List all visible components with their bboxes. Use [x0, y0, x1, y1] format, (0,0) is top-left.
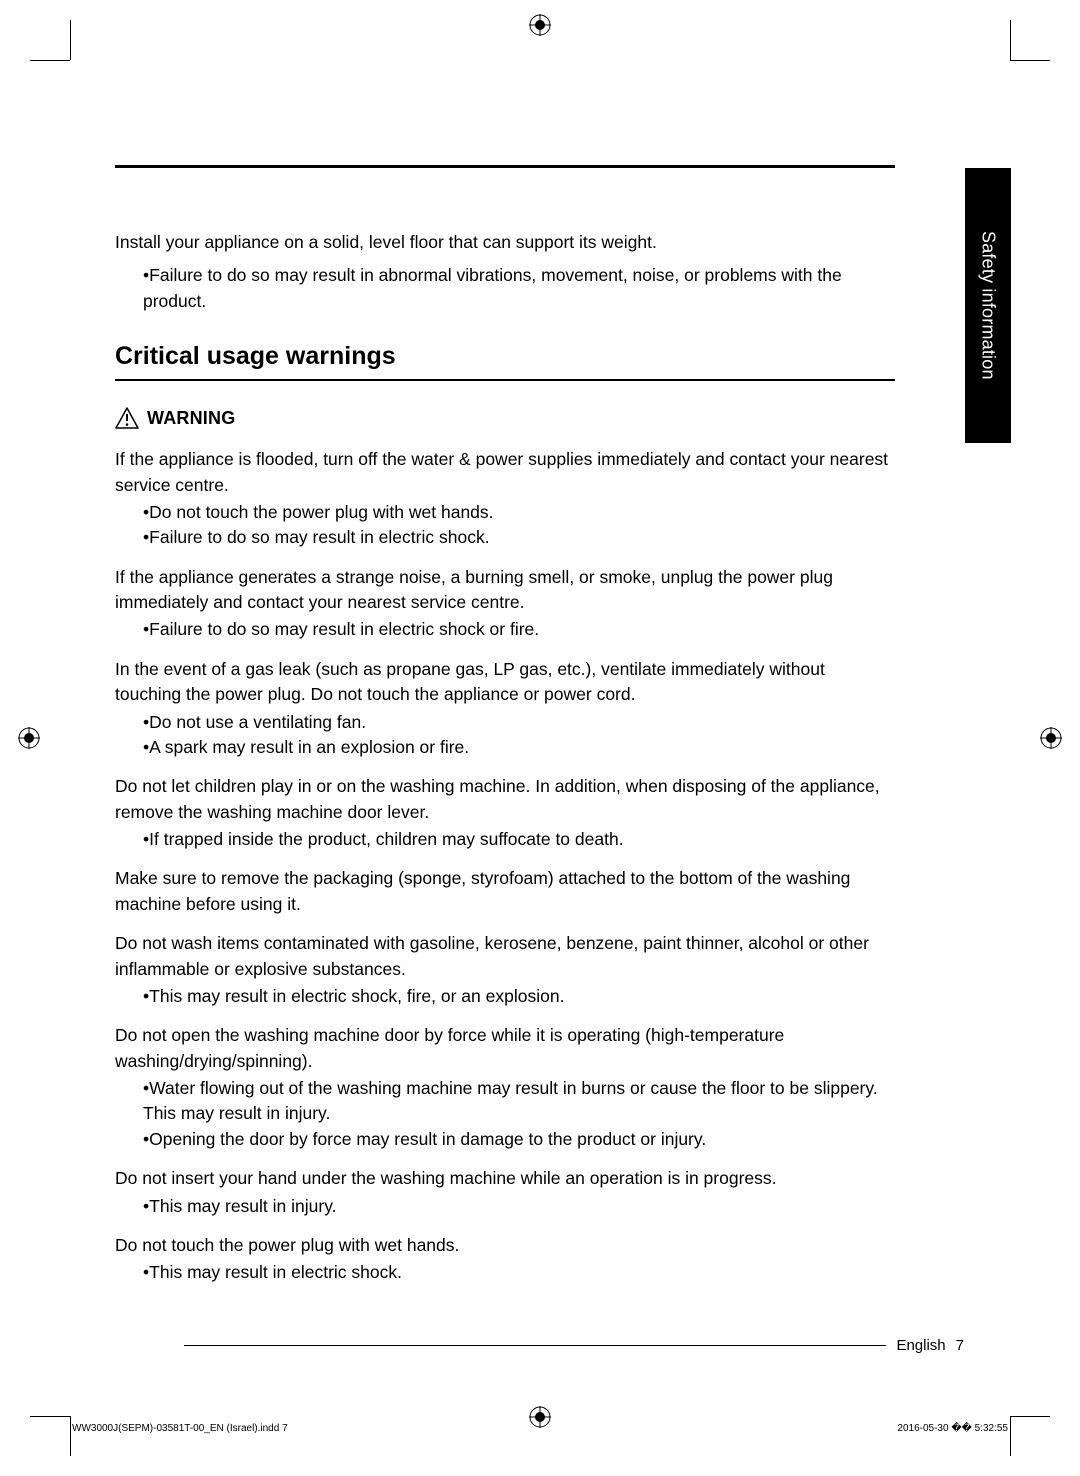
print-timestamp: 2016-05-30 �� 5:32:55: [897, 1423, 1008, 1434]
list-item: A spark may result in an explosion or fi…: [115, 735, 895, 760]
paragraph: Make sure to remove the packaging (spong…: [115, 866, 895, 917]
footer: English 7: [184, 1337, 964, 1354]
section-rule: [115, 379, 895, 381]
warning-label: WARNING: [147, 408, 235, 429]
intro-paragraph: Install your appliance on a solid, level…: [115, 230, 895, 255]
paragraph: Do not insert your hand under the washin…: [115, 1166, 895, 1191]
paragraph: Do not touch the power plug with wet han…: [115, 1233, 895, 1258]
footer-language: English: [896, 1337, 945, 1354]
registration-mark-icon: [529, 14, 551, 36]
print-file-name: WW3000J(SEPM)-03581T-00_EN (Israel).indd…: [72, 1423, 288, 1434]
list-item: Do not touch the power plug with wet han…: [115, 500, 895, 525]
paragraph: If the appliance is flooded, turn off th…: [115, 447, 895, 498]
warning-group: Do not insert your hand under the washin…: [115, 1166, 895, 1219]
side-tab: Safety information: [965, 168, 1011, 443]
list-item: If trapped inside the product, children …: [115, 827, 895, 852]
warning-group: Do not open the washing machine door by …: [115, 1023, 895, 1152]
side-tab-label: Safety information: [978, 231, 999, 380]
paragraph: Do not open the washing machine door by …: [115, 1023, 895, 1074]
warning-triangle-icon: [115, 407, 139, 429]
list-item: Failure to do so may result in electric …: [115, 617, 895, 642]
warning-group: Do not wash items contaminated with gaso…: [115, 931, 895, 1009]
registration-mark-icon: [18, 727, 40, 749]
list-item: Failure to do so may result in abnormal …: [115, 263, 895, 314]
warning-group: If the appliance generates a strange noi…: [115, 565, 895, 643]
paragraph: Do not let children play in or on the wa…: [115, 774, 895, 825]
warning-group: Do not let children play in or on the wa…: [115, 774, 895, 852]
list-item: This may result in electric shock, fire,…: [115, 984, 895, 1009]
section-title: Critical usage warnings: [115, 342, 895, 371]
paragraph: Do not wash items contaminated with gaso…: [115, 931, 895, 982]
print-metadata: WW3000J(SEPM)-03581T-00_EN (Israel).indd…: [72, 1423, 1008, 1434]
paragraph: In the event of a gas leak (such as prop…: [115, 657, 895, 708]
registration-mark-icon: [1040, 727, 1062, 749]
warning-header: WARNING: [115, 407, 895, 429]
warning-group: Make sure to remove the packaging (spong…: [115, 866, 895, 917]
paragraph: If the appliance generates a strange noi…: [115, 565, 895, 616]
footer-page-number: 7: [956, 1337, 964, 1354]
warning-group: In the event of a gas leak (such as prop…: [115, 657, 895, 761]
warning-group: If the appliance is flooded, turn off th…: [115, 447, 895, 551]
footer-rule: [184, 1345, 886, 1346]
top-rule: [115, 165, 895, 168]
list-item: Do not use a ventilating fan.: [115, 710, 895, 735]
list-item: This may result in electric shock.: [115, 1260, 895, 1285]
list-item: This may result in injury.: [115, 1194, 895, 1219]
page-content: Install your appliance on a solid, level…: [115, 165, 895, 1300]
list-item: Opening the door by force may result in …: [115, 1127, 895, 1152]
list-item: Failure to do so may result in electric …: [115, 525, 895, 550]
list-item: Water flowing out of the washing machine…: [115, 1076, 895, 1127]
warning-group: Do not touch the power plug with wet han…: [115, 1233, 895, 1286]
